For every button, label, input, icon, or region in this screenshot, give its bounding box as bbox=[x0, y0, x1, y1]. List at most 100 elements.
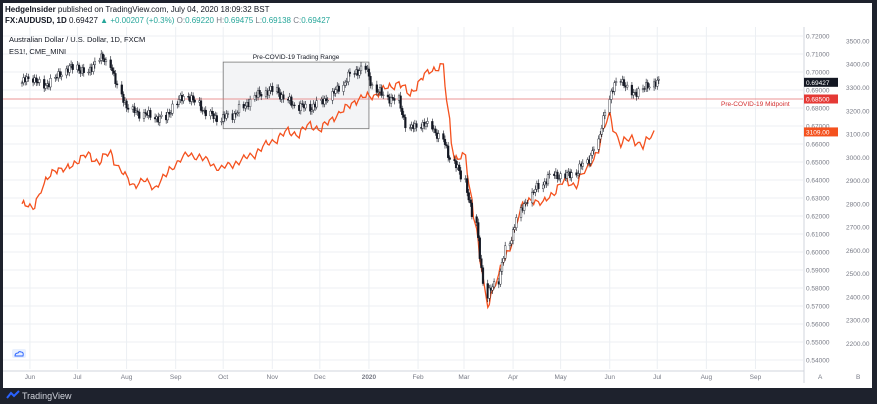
candle-body bbox=[111, 67, 114, 72]
candle-body bbox=[646, 82, 649, 89]
candle-body bbox=[301, 103, 304, 105]
left-axis-tick-label: 0.60000 bbox=[806, 250, 830, 257]
grid-lines bbox=[3, 27, 803, 369]
last-price: 0.69427 bbox=[69, 16, 98, 25]
candle-body bbox=[532, 191, 535, 194]
price-tag-bg bbox=[804, 77, 838, 87]
close-value: 0.69427 bbox=[301, 16, 331, 25]
price-chart[interactable]: Pre-COVID-19 Trading Range Pre-COVID-19 … bbox=[3, 3, 872, 388]
candle-body bbox=[448, 157, 451, 160]
axes: 0.72000 0.71000 0.70000 0.69000 0.68000 0.670… bbox=[3, 27, 870, 383]
left-axis-tick-label: 0.69000 bbox=[806, 88, 830, 95]
candle-body bbox=[499, 271, 502, 285]
candle-body bbox=[470, 202, 474, 217]
log-scale-button[interactable]: B bbox=[856, 374, 860, 381]
candle-body bbox=[258, 90, 261, 95]
left-axis-tick-label: 0.71000 bbox=[806, 52, 830, 59]
candle-body bbox=[537, 183, 540, 189]
x-axis-tick-label: Jun bbox=[25, 374, 36, 381]
right-axis-tick-label: 3300.00 bbox=[846, 85, 870, 92]
price-change: +0.00207 (+0.3%) bbox=[110, 16, 175, 25]
right-axis-tick-label: 2200.00 bbox=[846, 341, 870, 348]
cloud-icon[interactable] bbox=[12, 349, 26, 358]
left-axis-tick-label: 0.62000 bbox=[806, 214, 830, 221]
low-label: L: bbox=[255, 16, 263, 25]
candle-body bbox=[511, 229, 515, 241]
tradingview-logo-icon[interactable] bbox=[6, 390, 20, 400]
symbol-info: FX:AUDUSD, 1D 0.69427 ▲ +0.00207 (+0.3%)… bbox=[5, 16, 330, 25]
right-axis-tick-label: 3500.00 bbox=[846, 38, 870, 45]
candle-body bbox=[225, 113, 228, 119]
candle-body bbox=[20, 82, 24, 84]
x-axis-tick-label: Jul bbox=[73, 374, 82, 381]
candle-body bbox=[359, 65, 363, 71]
candle-body bbox=[138, 111, 141, 119]
candle-body bbox=[371, 84, 374, 86]
candle-body bbox=[556, 171, 559, 180]
candle-body bbox=[565, 172, 569, 179]
right-axis-tick-label: 2500.00 bbox=[846, 271, 870, 278]
right-axis-tick-label: 2700.00 bbox=[846, 225, 870, 232]
candle-body bbox=[127, 107, 130, 110]
candle-body bbox=[304, 103, 307, 109]
candle-body bbox=[114, 73, 117, 85]
candle-body bbox=[149, 110, 152, 118]
candle-body bbox=[401, 108, 404, 115]
right-axis-tick-label: 2300.00 bbox=[846, 318, 870, 325]
left-axis-tick-label: 0.72000 bbox=[806, 34, 830, 41]
left-axis-tick-label: 0.67000 bbox=[806, 124, 830, 131]
candle-body bbox=[399, 95, 402, 109]
candle-body bbox=[277, 87, 280, 94]
x-axis-tick-label: Oct bbox=[218, 374, 228, 381]
es-series bbox=[21, 62, 655, 310]
candle-body bbox=[177, 99, 180, 105]
published-text: published on TradingView.com, July 04, 2… bbox=[57, 5, 270, 14]
auto-scale-button[interactable]: A bbox=[818, 374, 823, 381]
candle-body bbox=[43, 79, 46, 89]
candle-body bbox=[534, 189, 537, 193]
es-tag: 3109.00 bbox=[806, 129, 830, 136]
candle-body bbox=[480, 258, 483, 268]
candle-body bbox=[334, 89, 337, 94]
candle-body bbox=[82, 67, 85, 73]
candle-body bbox=[226, 113, 230, 115]
midpoint-label: Pre-COVID-19 Midpoint bbox=[721, 101, 790, 108]
candle-body bbox=[369, 76, 372, 86]
candle-body bbox=[630, 84, 634, 96]
candle-body bbox=[144, 112, 147, 115]
left-axis-tick-label: 0.56000 bbox=[806, 322, 830, 329]
candle-body bbox=[344, 81, 347, 86]
es-line bbox=[21, 62, 655, 310]
candle-body bbox=[49, 78, 52, 88]
candle-body bbox=[98, 60, 101, 62]
candle-body bbox=[453, 159, 456, 161]
candle-body bbox=[481, 267, 485, 284]
left-axis-tick-label: 0.64000 bbox=[806, 178, 830, 185]
es-tag-bg bbox=[804, 127, 838, 137]
candle-series bbox=[20, 50, 660, 303]
candle-body bbox=[393, 98, 396, 101]
candle-body bbox=[492, 281, 496, 288]
candle-body bbox=[608, 99, 611, 113]
footer-brand[interactable]: TradingView bbox=[22, 391, 72, 401]
midpoint-tag: 0.68500 bbox=[806, 97, 830, 104]
candle-body bbox=[342, 85, 345, 92]
left-axis-tick-label: 0.58000 bbox=[806, 286, 830, 293]
range-box-group: Pre-COVID-19 Trading Range bbox=[222, 54, 370, 130]
close-label: C: bbox=[293, 16, 302, 25]
candle-body bbox=[60, 74, 63, 77]
candle-body bbox=[260, 94, 263, 97]
candle-body bbox=[92, 64, 95, 72]
publish-info: HedgeInsider published on TradingView.co… bbox=[5, 5, 269, 14]
candle-body bbox=[142, 112, 146, 119]
candle-body bbox=[182, 96, 185, 102]
candle-body bbox=[367, 68, 371, 77]
x-axis-tick-label: Mar bbox=[458, 374, 470, 381]
x-axis-tick-label: Sep bbox=[750, 374, 762, 381]
publisher-name[interactable]: HedgeInsider bbox=[5, 5, 56, 14]
candle-body bbox=[112, 70, 115, 74]
right-axis-tick-label: 3000.00 bbox=[846, 155, 870, 162]
price-tag: 0.69427 bbox=[806, 80, 830, 87]
candle-body bbox=[169, 113, 173, 115]
candle-body bbox=[268, 90, 271, 96]
